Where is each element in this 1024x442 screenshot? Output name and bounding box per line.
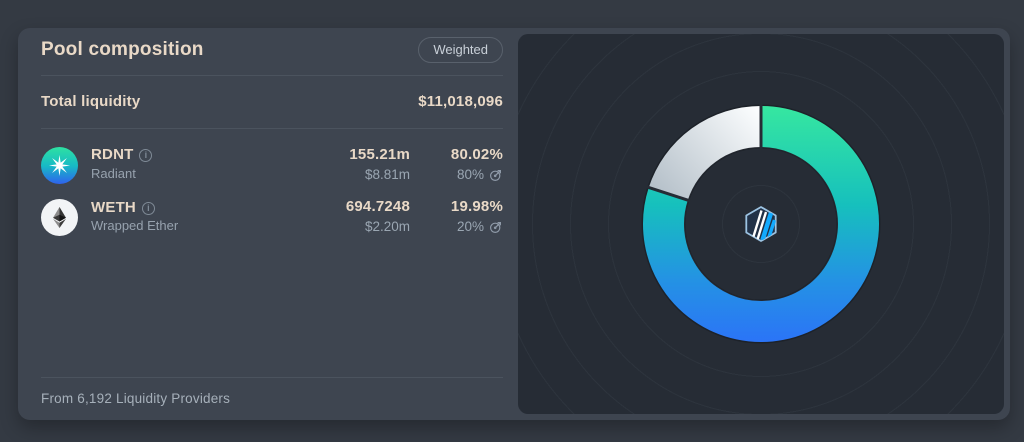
target-weight-icon (489, 169, 501, 181)
token-share: 80.02% (450, 146, 503, 163)
token-weights: 19.98% 20% (423, 198, 503, 236)
radiant-star-icon (48, 154, 71, 176)
pool-composition-left-pane: Pool composition Weighted Total liquidit… (18, 28, 518, 420)
liquidity-providers-note: From 6,192 Liquidity Providers (41, 391, 231, 406)
divider (41, 75, 503, 76)
info-icon[interactable]: i (139, 149, 153, 163)
total-liquidity-value: $11,018,096 (418, 93, 503, 110)
donut-slice-weth[interactable] (648, 106, 762, 201)
target-weight-icon (489, 221, 501, 233)
token-usd-value: $8.81m (364, 166, 410, 182)
token-balance: 694.7248 (345, 198, 410, 216)
token-name: Wrapped Ether (91, 218, 179, 234)
slice-gap (645, 185, 692, 203)
token-usd-value: $2.20m (364, 219, 410, 235)
token-balance: 155.21m (349, 146, 410, 163)
info-icon[interactable]: i (141, 201, 155, 215)
token-symbol: WETH (91, 198, 136, 216)
arbitrum-logo (745, 206, 777, 242)
spacer (41, 237, 503, 377)
token-target-weight: 80% (456, 166, 484, 182)
token-symbol: RDNT (91, 146, 134, 164)
token-weights: 80.02% 80% (423, 146, 503, 184)
pool-type-badge: Weighted (418, 37, 503, 63)
token-list: RDNT i Radiant 155.21m $8.81m 80.02% 80% (41, 129, 503, 237)
token-row-rdnt[interactable]: RDNT i Radiant 155.21m $8.81m 80.02% 80% (41, 146, 503, 184)
pool-weights-chart-panel (518, 34, 1004, 414)
total-liquidity-label: Total liquidity (41, 93, 141, 110)
page-title: Pool composition (41, 39, 204, 60)
weth-token-icon (41, 198, 78, 236)
pool-weights-donut-chart[interactable] (636, 99, 886, 349)
donut-slice-rdnt[interactable] (643, 106, 879, 342)
divider (41, 377, 503, 378)
token-target-weight: 20% (456, 219, 484, 235)
token-share: 19.98% (450, 198, 503, 216)
token-amounts: 694.7248 $2.20m (302, 198, 410, 236)
token-row-weth[interactable]: WETH i Wrapped Ether 694.7248 $2.20m 19.9… (41, 198, 503, 236)
divider (41, 128, 503, 129)
token-identity: RDNT i Radiant (91, 146, 289, 184)
pool-composition-card: Pool composition Weighted Total liquidit… (18, 28, 1010, 420)
token-identity: WETH i Wrapped Ether (91, 199, 289, 237)
token-name: Radiant (91, 166, 136, 182)
total-liquidity-row: Total liquidity $11,018,096 (41, 76, 503, 128)
card-header: Pool composition Weighted (41, 28, 503, 75)
rdnt-token-icon (41, 146, 78, 184)
ethereum-icon (53, 206, 66, 228)
token-amounts: 155.21m $8.81m (302, 146, 410, 184)
